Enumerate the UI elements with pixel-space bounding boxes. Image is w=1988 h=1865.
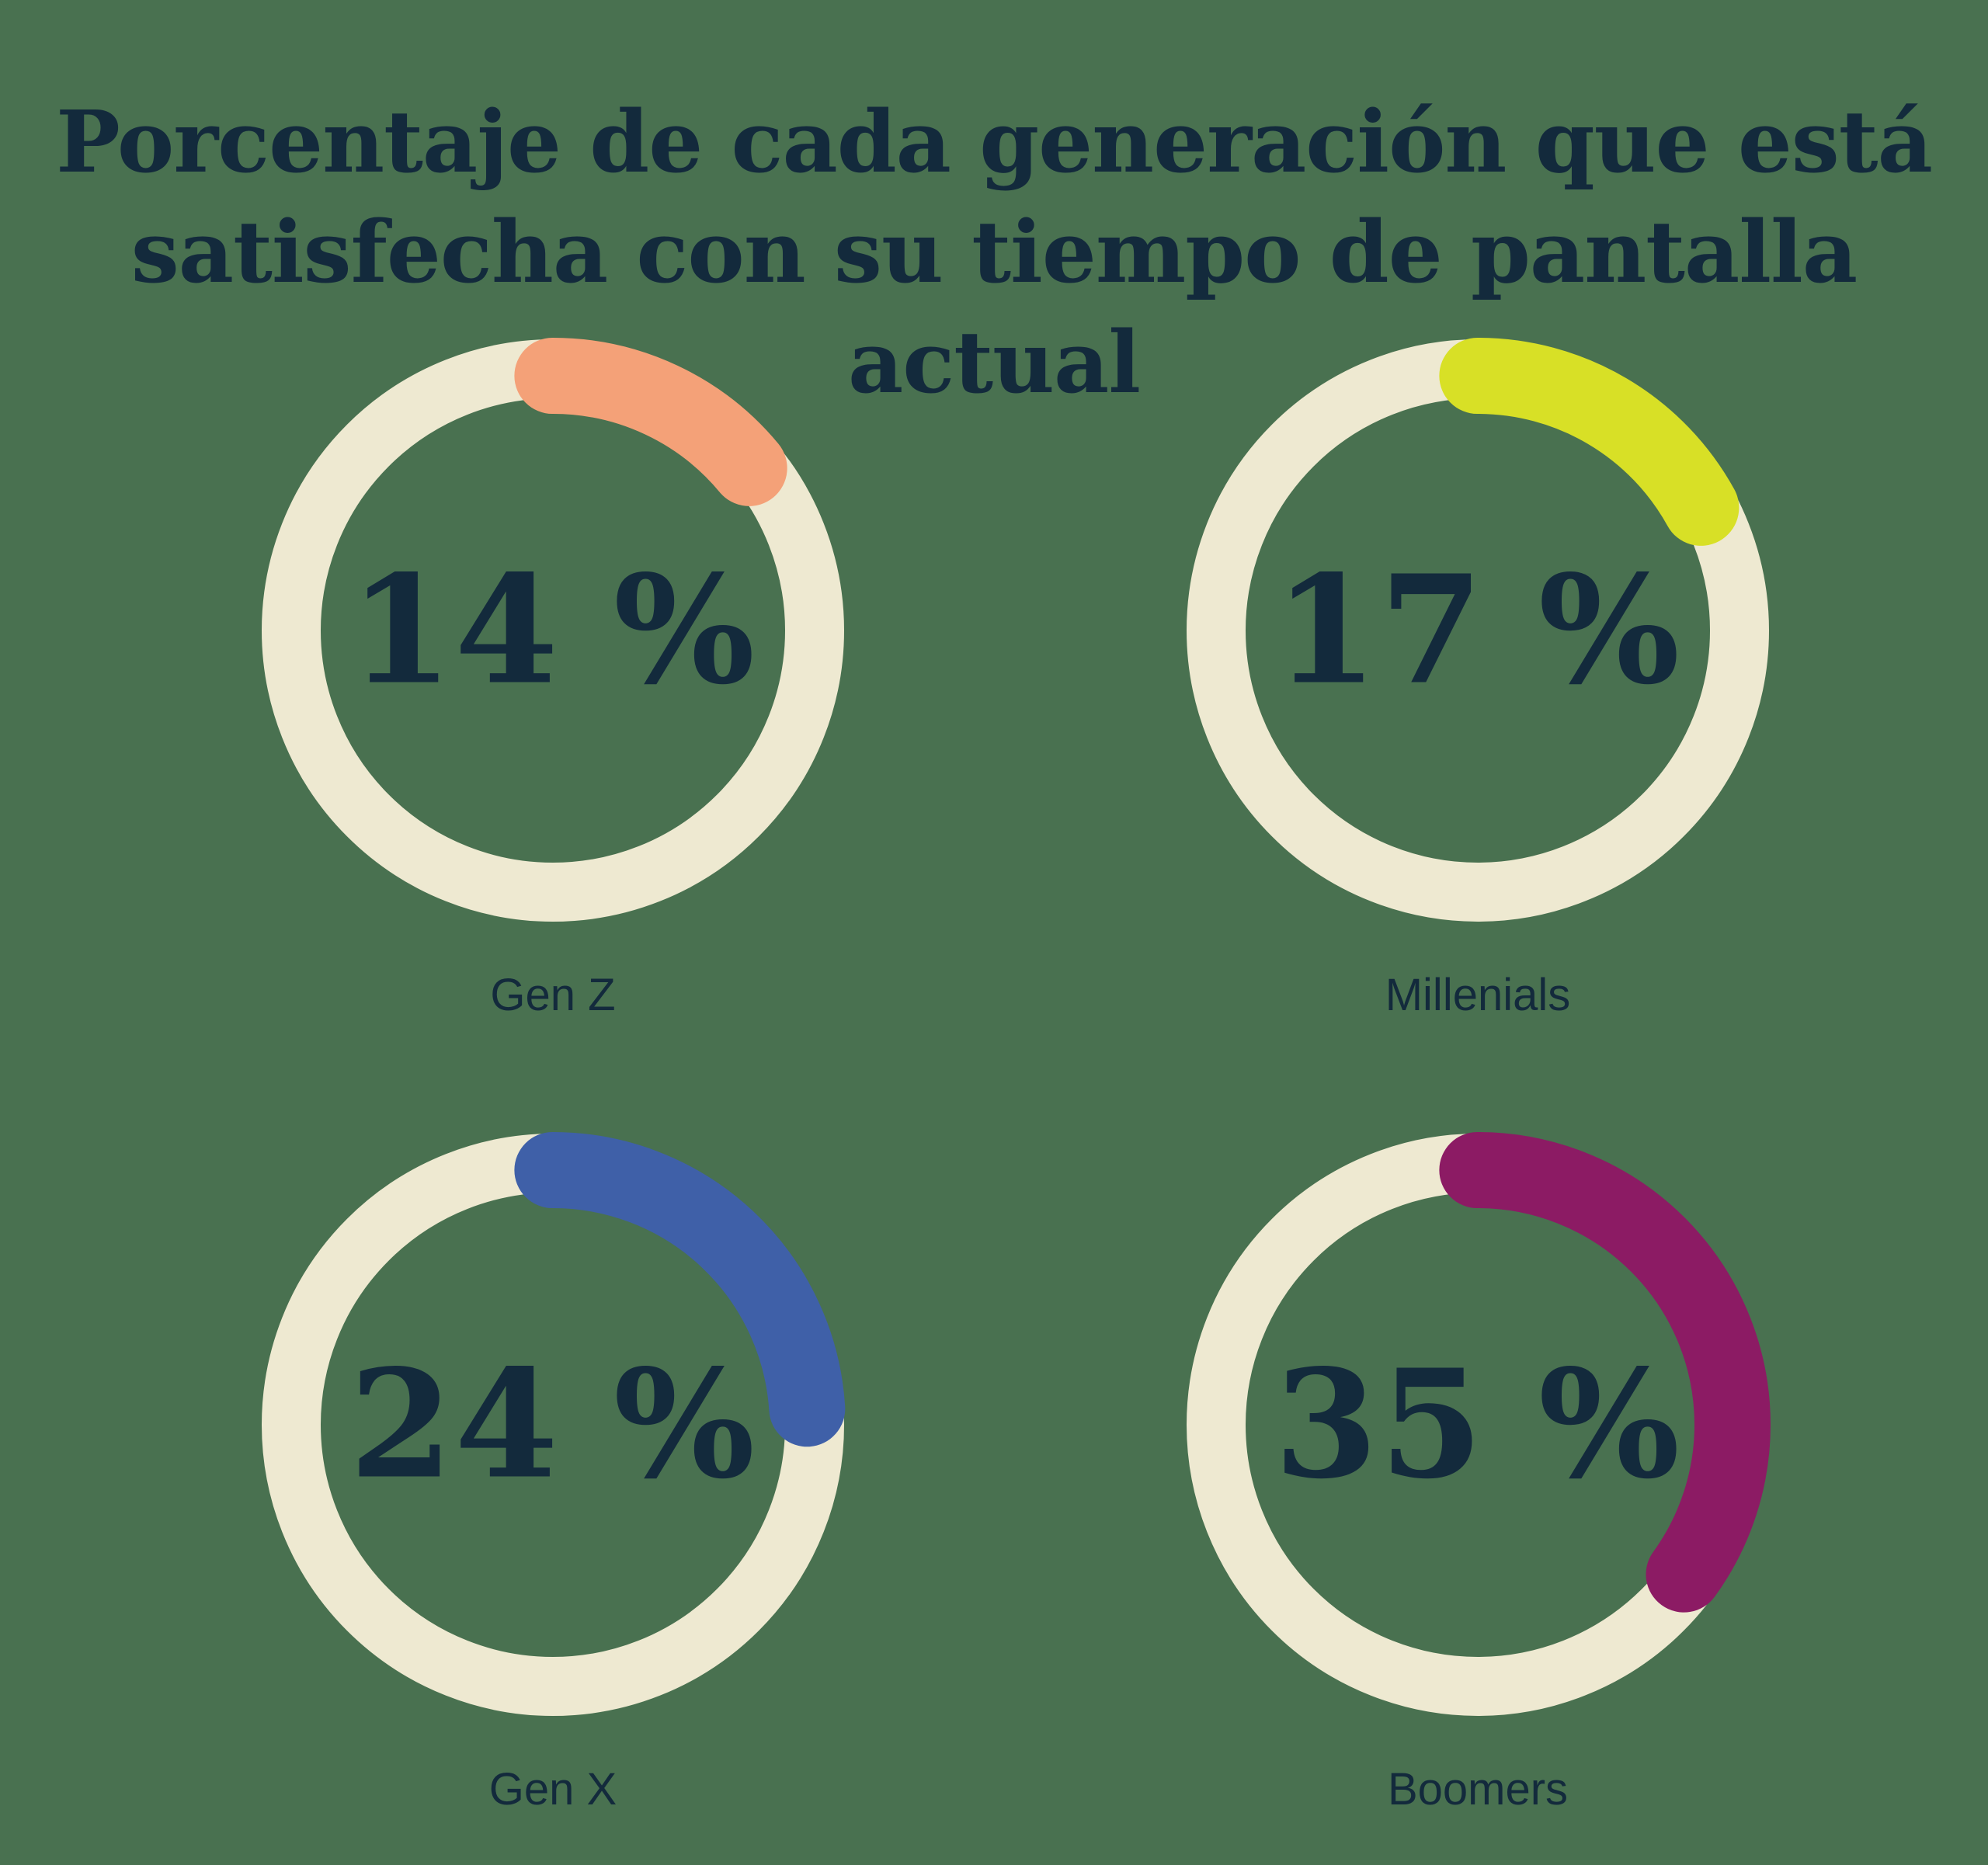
donut-chart-millenials: 17 % Millenials	[1183, 335, 1773, 1020]
donut-millenials-graphic: 17 %	[1185, 338, 1771, 923]
page-title-line-2: satisfecha con su tiempo de pantalla act…	[130, 201, 1858, 412]
donut-boomers-arc	[1185, 1132, 1771, 1717]
donut-gen-z-graphic: 14 %	[260, 338, 846, 923]
donut-chart-gen-x: 24 % Gen X	[258, 1130, 848, 1815]
donut-gen-z-arc	[260, 338, 846, 923]
donut-boomers-label: Boomers	[1387, 1764, 1569, 1815]
donut-gen-x-graphic: 24 %	[260, 1132, 846, 1717]
page-title-line-1: Porcentaje de cada generación que está	[56, 91, 1933, 192]
donut-chart-gen-z: 14 % Gen Z	[258, 335, 848, 1020]
donut-gen-z-label: Gen Z	[490, 970, 616, 1020]
donut-millenials-value: 17 %	[1274, 544, 1681, 718]
donut-gen-x-label: Gen X	[488, 1764, 617, 1815]
donut-millenials-label: Millenials	[1385, 970, 1571, 1020]
donut-gen-x-value: 24 %	[349, 1338, 756, 1512]
donut-millenials-arc	[1185, 338, 1771, 923]
donut-boomers-value: 35 %	[1274, 1338, 1681, 1512]
donut-boomers-graphic: 35 %	[1185, 1132, 1771, 1717]
donut-chart-boomers: 35 % Boomers	[1183, 1130, 1773, 1815]
donut-gen-x-arc	[260, 1132, 846, 1717]
donut-gen-z-value: 14 %	[349, 544, 756, 718]
page-title: Porcentaje de cada generación que está s…	[0, 87, 1988, 418]
